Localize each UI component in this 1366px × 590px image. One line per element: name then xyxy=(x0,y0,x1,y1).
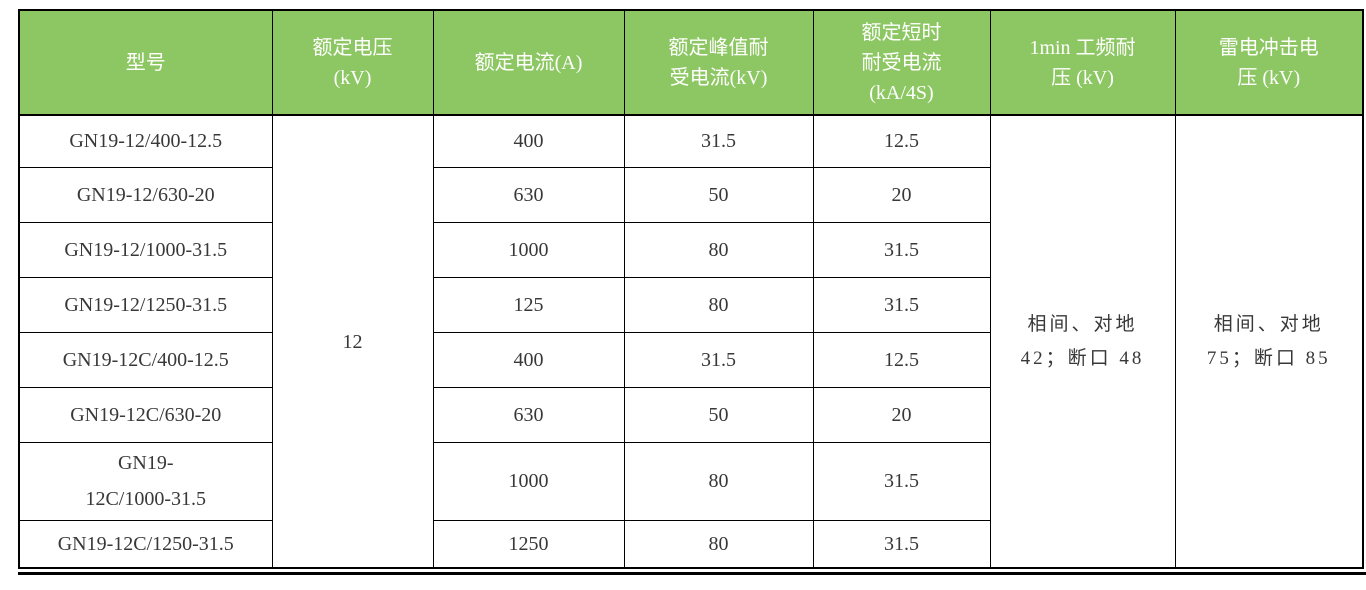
header-cell-short-time-withstand: 额定短时 耐受电流 (kA/4S) xyxy=(812,9,991,116)
cell-peak: 50 xyxy=(623,166,814,223)
cell-short-time: 31.5 xyxy=(812,221,991,278)
cell-short-time: 31.5 xyxy=(812,519,991,569)
cell-model: GN19-12/400-12.5 xyxy=(18,114,273,168)
cell-peak: 31.5 xyxy=(623,114,814,168)
cell-short-time: 12.5 xyxy=(812,114,991,168)
cell-model: GN19-12/1000-31.5 xyxy=(18,221,273,278)
cell-peak: 80 xyxy=(623,221,814,278)
cell-current: 400 xyxy=(432,114,625,168)
cell-power-freq-merged: 相间、对地 42；断口 48 xyxy=(989,114,1176,569)
header-cell-power-freq: 1min 工频耐 压 (kV) xyxy=(989,9,1176,116)
cell-model: GN19-12/630-20 xyxy=(18,166,273,223)
cell-current: 400 xyxy=(432,331,625,388)
table-row: GN19-12/1250-31.5 125 80 31.5 xyxy=(18,276,1363,333)
cell-model: GN19-12C/630-20 xyxy=(18,386,273,443)
table-row: GN19-12C/400-12.5 400 31.5 12.5 xyxy=(18,331,1363,388)
cell-short-time: 31.5 xyxy=(812,276,991,333)
cell-rated-voltage-merged: 12 xyxy=(271,114,434,569)
bottom-border-line xyxy=(18,572,1366,575)
cell-short-time: 12.5 xyxy=(812,331,991,388)
cell-current: 1000 xyxy=(432,221,625,278)
document-page: 型号 额定电压 (kV) 额定电流(A) 额定峰值耐 受电流(kV) 额定短时 … xyxy=(0,9,1366,590)
table-row: GN19-12/400-12.5 12 400 31.5 12.5 相间、对地 … xyxy=(18,114,1364,569)
cell-model: GN19-12C/1250-31.5 xyxy=(18,519,273,569)
cell-current: 1000 xyxy=(432,441,625,521)
cell-peak: 80 xyxy=(623,276,814,333)
header-cell-peak-withstand: 额定峰值耐 受电流(kV) xyxy=(623,9,814,116)
cell-current: 630 xyxy=(432,166,625,223)
table-row: GN19- 12C/1000-31.5 1000 80 31.5 xyxy=(18,441,1363,521)
table-row: GN19-12/630-20 630 50 20 xyxy=(18,166,1363,223)
switch-spec-table: 型号 额定电压 (kV) 额定电流(A) 额定峰值耐 受电流(kV) 额定短时 … xyxy=(18,9,1364,569)
header-cell-rated-voltage: 额定电压 (kV) xyxy=(271,9,434,116)
cell-short-time: 20 xyxy=(812,386,991,443)
cell-short-time: 31.5 xyxy=(812,441,991,521)
cell-model: GN19-12C/400-12.5 xyxy=(18,331,273,388)
cell-current: 630 xyxy=(432,386,625,443)
cell-peak: 80 xyxy=(623,519,814,569)
table-row: GN19-12C/1250-31.5 1250 80 31.5 xyxy=(18,519,1363,569)
header-cell-rated-current: 额定电流(A) xyxy=(432,9,625,116)
header-row: 型号 额定电压 (kV) 额定电流(A) 额定峰值耐 受电流(kV) 额定短时 … xyxy=(18,9,1364,116)
header-cell-model: 型号 xyxy=(18,9,273,116)
table-row: GN19-12C/630-20 630 50 20 xyxy=(18,386,1363,443)
cell-current: 125 xyxy=(432,276,625,333)
cell-lightning-merged: 相间、对地 75；断口 85 xyxy=(1174,114,1364,569)
cell-model: GN19-12/1250-31.5 xyxy=(18,276,273,333)
cell-current: 1250 xyxy=(432,519,625,569)
cell-short-time: 20 xyxy=(812,166,991,223)
cell-peak: 31.5 xyxy=(623,331,814,388)
table-row: GN19-12/1000-31.5 1000 80 31.5 xyxy=(18,221,1363,278)
cell-peak: 80 xyxy=(623,441,814,521)
header-cell-lightning: 雷电冲击电 压 (kV) xyxy=(1174,9,1364,116)
cell-model: GN19- 12C/1000-31.5 xyxy=(18,441,273,521)
cell-peak: 50 xyxy=(623,386,814,443)
